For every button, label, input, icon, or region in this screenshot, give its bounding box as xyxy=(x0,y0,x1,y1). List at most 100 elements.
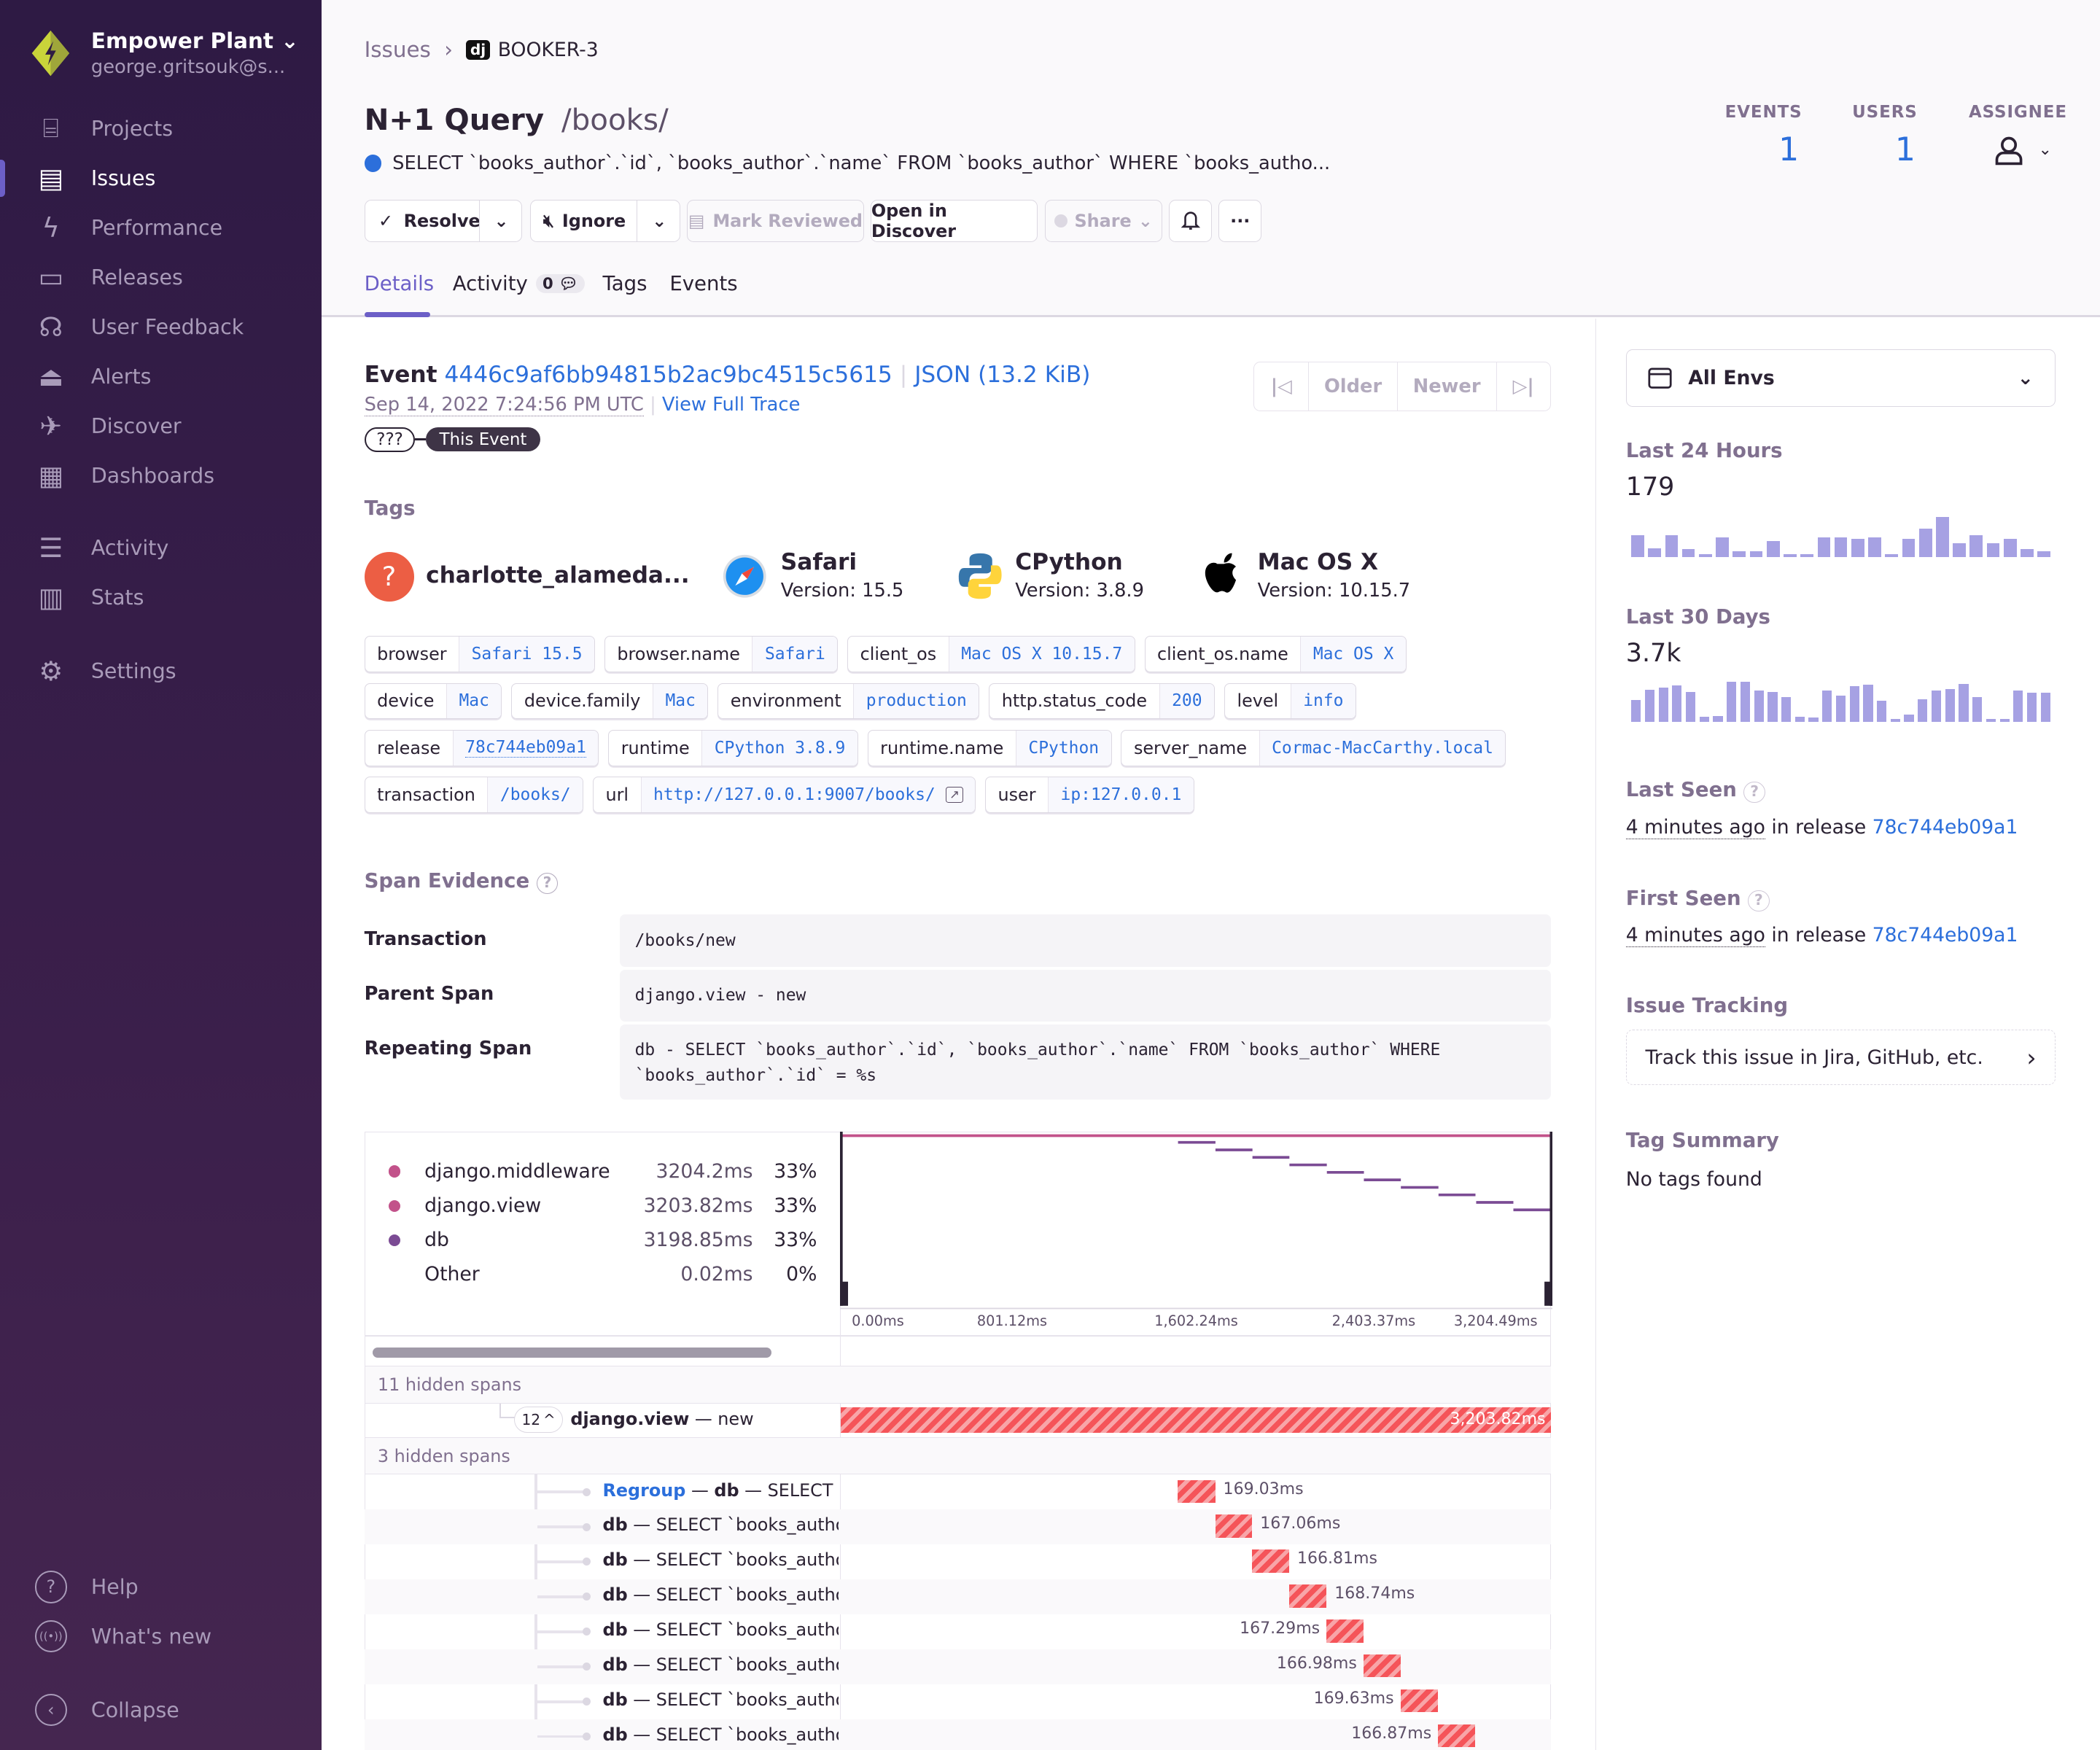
spark-bar[interactable] xyxy=(1784,554,1797,558)
sidebar-item-stats[interactable]: ▥ Stats xyxy=(0,573,322,621)
span-bar[interactable] xyxy=(1178,1479,1216,1503)
spark-bar[interactable] xyxy=(1835,696,1846,722)
spark-bar[interactable] xyxy=(1945,688,1955,722)
older-event-button[interactable]: Older xyxy=(1309,362,1398,411)
spark-bar[interactable] xyxy=(1766,541,1780,558)
event-id-link[interactable]: 4446c9af6bb94815b2ac9bc4515c5615 xyxy=(444,361,892,388)
tag-http-status-code[interactable]: http.status_code 200 xyxy=(989,682,1216,720)
span-children-toggle[interactable]: 12 ^ xyxy=(514,1406,563,1434)
tag-client-os-name[interactable]: client_os.name Mac OS X xyxy=(1144,636,1407,672)
tag-value[interactable]: info xyxy=(1291,683,1356,719)
tag-value[interactable]: /books/ xyxy=(488,777,583,812)
tab-details[interactable]: Details xyxy=(364,271,435,295)
breadcrumb-issues[interactable]: Issues xyxy=(364,37,431,63)
span-row[interactable]: db — SELECT `books_author` 169.63ms xyxy=(365,1684,1551,1719)
spark-bar[interactable] xyxy=(1885,554,1899,558)
spark-bar[interactable] xyxy=(1822,691,1832,722)
span-row[interactable]: db — SELECT `books_author` 167.29ms xyxy=(365,1614,1551,1649)
tag-value[interactable]: Mac OS X 10.15.7 xyxy=(949,637,1135,672)
org-name[interactable]: Empower Plant ⌄ xyxy=(90,28,299,53)
spark-bar[interactable] xyxy=(1781,696,1792,722)
spark-bar[interactable] xyxy=(1904,715,1914,722)
tag-browser-name[interactable]: browser.name Safari xyxy=(604,636,839,672)
spark-bar[interactable] xyxy=(1716,537,1729,558)
spark-bar[interactable] xyxy=(1851,539,1864,558)
sidebar-item-performance[interactable]: ϟ Performance xyxy=(0,203,322,252)
sidebar-collapse[interactable]: ‹ Collapse xyxy=(0,1686,322,1734)
resolve-dropdown-chevron-icon[interactable]: ⌄ xyxy=(478,200,524,242)
horizontal-scrollbar[interactable] xyxy=(372,1347,771,1358)
resolve-button[interactable]: ✓ Resolve ⌄ xyxy=(364,199,524,243)
span-bar[interactable] xyxy=(1438,1724,1476,1748)
spark-bar[interactable] xyxy=(1631,534,1644,558)
first-seen-release-link[interactable]: 78c744eb09a1 xyxy=(1872,924,2018,947)
tag-environment[interactable]: environment production xyxy=(718,682,980,720)
tag-user[interactable]: user ip:127.0.0.1 xyxy=(984,777,1194,813)
more-actions-button[interactable]: ··· xyxy=(1218,199,1262,243)
parent-span-label[interactable]: django.view — new xyxy=(570,1409,754,1430)
tag-runtime-name[interactable]: runtime.name CPython xyxy=(867,729,1112,766)
parent-span-bar[interactable]: 3,203.82ms xyxy=(841,1407,1551,1434)
tab-tags[interactable]: Tags xyxy=(602,271,648,295)
sidebar-item-discover[interactable]: ✈ Discover xyxy=(0,402,322,450)
events-count[interactable]: 1 xyxy=(1778,131,1800,168)
minimap[interactable] xyxy=(839,1132,1552,1339)
unknown-event-pill[interactable]: ??? xyxy=(364,427,416,452)
help-icon[interactable]: ? xyxy=(536,873,559,895)
hidden-spans-top[interactable]: 11 hidden spans xyxy=(365,1366,1551,1404)
spark-bar[interactable] xyxy=(1665,534,1679,558)
hidden-spans-mid[interactable]: 3 hidden spans xyxy=(365,1436,1551,1475)
tag-value[interactable]: Mac xyxy=(653,683,708,719)
spark-bar[interactable] xyxy=(1713,715,1723,722)
spark-bar[interactable] xyxy=(2026,693,2037,722)
tag-value[interactable]: ip:127.0.0.1 xyxy=(1049,777,1194,812)
tab-activity[interactable]: Activity 0 💬︎ xyxy=(453,272,586,295)
spark-bar[interactable] xyxy=(1918,529,1932,558)
spark-bar[interactable] xyxy=(1699,717,1709,722)
last-24-hours-chart[interactable] xyxy=(1631,516,2051,558)
help-icon[interactable]: ? xyxy=(1748,890,1770,912)
sidebar-item-user-feedback[interactable]: ☊ User Feedback xyxy=(0,303,322,351)
newer-event-button[interactable]: Newer xyxy=(1398,362,1497,411)
sidebar-item-releases[interactable]: ▭ Releases xyxy=(0,253,322,301)
spark-bar[interactable] xyxy=(1631,699,1641,722)
spark-bar[interactable] xyxy=(2040,692,2050,722)
spark-bar[interactable] xyxy=(1672,685,1682,722)
span-bar[interactable] xyxy=(1215,1514,1253,1538)
spark-bar[interactable] xyxy=(1794,717,1805,722)
oldest-event-icon[interactable]: |◁ xyxy=(1254,362,1310,411)
tag-value[interactable]: production xyxy=(854,683,979,719)
spark-bar[interactable] xyxy=(1902,539,1916,558)
spark-bar[interactable] xyxy=(2003,539,2017,558)
spark-bar[interactable] xyxy=(1685,691,1696,722)
spark-bar[interactable] xyxy=(1890,719,1900,722)
sidebar-item-dashboards[interactable]: ▦ Dashboards xyxy=(0,451,322,499)
spark-bar[interactable] xyxy=(1749,551,1763,558)
spark-bar[interactable] xyxy=(1863,685,1873,722)
tag-value[interactable]: Safari xyxy=(752,637,838,672)
spark-bar[interactable] xyxy=(1999,719,2010,722)
span-row[interactable]: db — SELECT `books_author` 166.87ms xyxy=(364,1719,1551,1750)
spark-bar[interactable] xyxy=(1972,696,1983,722)
spark-bar[interactable] xyxy=(1834,537,1848,558)
sidebar-item-settings[interactable]: ⚙ Settings xyxy=(0,647,322,695)
spark-bar[interactable] xyxy=(1658,688,1668,722)
ignore-button[interactable]: 🔇︎ Ignore ⌄ xyxy=(530,199,681,243)
spark-bar[interactable] xyxy=(1986,542,2000,558)
span-bar[interactable] xyxy=(1326,1619,1364,1643)
last-seen-release-link[interactable]: 78c744eb09a1 xyxy=(1872,815,2018,839)
spark-bar[interactable] xyxy=(1698,554,1712,558)
spark-bar[interactable] xyxy=(1936,516,1949,558)
span-row[interactable]: db — SELECT `books_author` 166.81ms xyxy=(365,1544,1551,1579)
spark-bar[interactable] xyxy=(1986,719,1996,722)
spark-bar[interactable] xyxy=(2037,551,2051,558)
span-row[interactable]: db — SELECT `books_author` 167.06ms xyxy=(364,1509,1551,1544)
spark-bar[interactable] xyxy=(1868,537,1881,558)
span-row[interactable]: db — SELECT `books_author` 166.98ms xyxy=(364,1649,1551,1684)
tag-value[interactable]: Safari 15.5 xyxy=(459,637,595,672)
ignore-dropdown-chevron-icon[interactable]: ⌄ xyxy=(637,200,681,242)
help-icon[interactable]: ? xyxy=(1743,782,1765,804)
subscribe-button[interactable] xyxy=(1169,199,1213,243)
tag-transaction[interactable]: transaction/books/ xyxy=(364,777,584,813)
spark-bar[interactable] xyxy=(1681,549,1695,558)
